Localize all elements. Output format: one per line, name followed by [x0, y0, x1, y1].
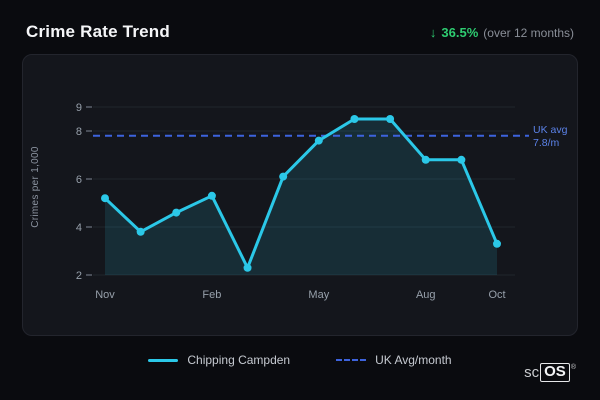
svg-text:4: 4	[76, 222, 82, 234]
legend-item-uk-avg[interactable]: UK Avg/month	[336, 353, 452, 367]
svg-text:9: 9	[76, 102, 82, 114]
scos-logo: sc OS ®	[524, 363, 576, 382]
svg-text:Feb: Feb	[202, 289, 221, 301]
logo-prefix: sc	[524, 364, 540, 381]
header: Crime Rate Trend ↓ 36.5% (over 12 months…	[0, 0, 600, 54]
trend-value: 36.5%	[441, 25, 479, 40]
legend-label: UK Avg/month	[375, 353, 452, 367]
svg-text:2: 2	[76, 270, 82, 282]
svg-text:8: 8	[76, 126, 82, 138]
blue-dashed-swatch-icon	[336, 359, 367, 361]
cyan-line-swatch-icon	[148, 358, 179, 362]
legend-item-chipping-campden[interactable]: Chipping Campden	[148, 353, 290, 367]
trend-caption: (over 12 months)	[483, 26, 574, 40]
logo-boxed-text: OS	[540, 363, 570, 382]
svg-text:7.8/m: 7.8/m	[533, 137, 560, 149]
legend-label: Chipping Campden	[187, 353, 291, 367]
trend-badge: ↓ 36.5% (over 12 months)	[430, 25, 574, 40]
page-title: Crime Rate Trend	[26, 22, 170, 41]
chart-legend: Chipping Campden UK Avg/month	[0, 348, 600, 372]
svg-text:Aug: Aug	[416, 289, 436, 301]
svg-text:6: 6	[76, 174, 82, 186]
y-axis-label: Crimes per 1,000	[30, 145, 41, 228]
svg-text:UK avg: UK avg	[533, 124, 568, 136]
svg-text:May: May	[308, 289, 329, 301]
svg-text:Oct: Oct	[488, 289, 505, 301]
chart-panel: Crimes per 1,000 2 4 6 8 9 Nov Feb May Aug Oct UK …	[22, 54, 578, 336]
registered-trademark-icon: ®	[570, 364, 576, 371]
trend-down-arrow-icon: ↓	[429, 25, 437, 40]
svg-text:Nov: Nov	[95, 289, 115, 301]
